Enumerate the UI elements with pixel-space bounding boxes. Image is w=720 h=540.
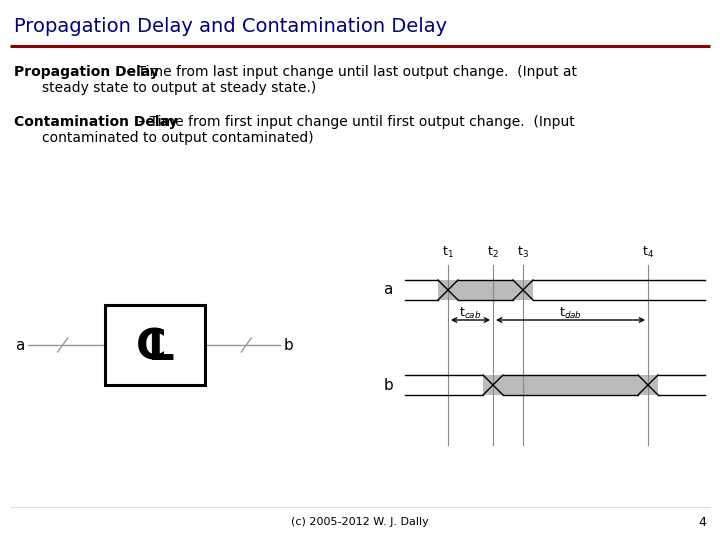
Text: – Time from first input change until first output change.  (Input: – Time from first input change until fir… xyxy=(134,115,575,129)
Text: (c) 2005-2012 W. J. Dally: (c) 2005-2012 W. J. Dally xyxy=(291,517,429,527)
Text: 4: 4 xyxy=(698,516,706,529)
Bar xyxy=(105,305,205,385)
Text: b: b xyxy=(284,338,294,353)
Text: steady state to output at steady state.): steady state to output at steady state.) xyxy=(42,81,316,95)
Text: contaminated to output contaminated): contaminated to output contaminated) xyxy=(42,131,314,145)
Text: b: b xyxy=(383,377,393,393)
Text: a: a xyxy=(14,338,24,353)
Text: Propagation Delay and Contamination Delay: Propagation Delay and Contamination Dela… xyxy=(14,17,447,36)
Polygon shape xyxy=(483,375,503,395)
Text: t$_3$: t$_3$ xyxy=(517,245,529,260)
Text: t$_4$: t$_4$ xyxy=(642,245,654,260)
Polygon shape xyxy=(438,280,458,300)
Text: – Time from last input change until last output change.  (Input at: – Time from last input change until last… xyxy=(122,65,577,79)
Text: Contamination Delay: Contamination Delay xyxy=(14,115,178,129)
Text: t$_2$: t$_2$ xyxy=(487,245,499,260)
Polygon shape xyxy=(513,280,533,300)
Text: C: C xyxy=(135,327,166,369)
Text: a: a xyxy=(384,282,393,298)
Text: L: L xyxy=(147,327,174,369)
Text: t$_1$: t$_1$ xyxy=(442,245,454,260)
Text: t$_{cab}$: t$_{cab}$ xyxy=(459,306,482,321)
Text: t$_{dab}$: t$_{dab}$ xyxy=(559,306,582,321)
Polygon shape xyxy=(458,280,513,300)
Text: Propagation Delay: Propagation Delay xyxy=(14,65,159,79)
Polygon shape xyxy=(638,375,658,395)
Polygon shape xyxy=(503,375,638,395)
